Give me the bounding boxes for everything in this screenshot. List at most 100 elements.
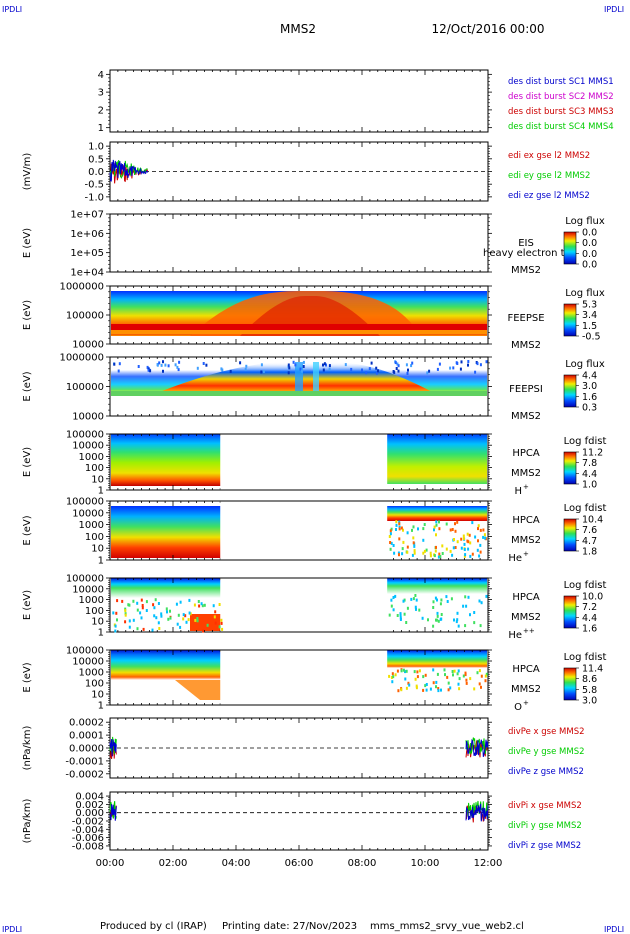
hpca-he-speckle [395,528,397,531]
hpca-he2-speckle [390,598,393,602]
feepsi-colorbar-tick-label: 3.0 [582,381,597,392]
hpca-o-speckle [416,670,419,674]
des-legend-entry: des dist burst SC1 MMS1 [508,77,614,87]
hpca-he-speckle [398,537,401,541]
hpca-he2-speckle [169,616,172,620]
hpca-he2-speckle [114,624,117,628]
hpca-o-speckle [391,672,394,676]
hpca-he2-speckle [136,627,139,631]
hpca-he2-speckle [203,603,206,607]
hpca_o-instrument-label: MMS2 [511,684,541,695]
feepsi-speckle [405,363,408,367]
hpca-he2-speckle [392,608,395,612]
hpca-he-speckle [479,543,482,547]
hpca-he-spectrogram [111,506,487,558]
edi-series-2-segment-0 [109,159,149,182]
divpi-y-axis-label: (nPa/km) [22,799,33,844]
hpca-o-speckle [436,672,439,676]
hpca-he2-speckle [187,618,190,622]
feepse-colorbar-tick-label: 3.4 [582,310,597,321]
hpca-o-speckle [415,684,418,688]
hpca-he-speckle [406,545,409,549]
feepsi-speckle [395,367,398,370]
hpca-he-speckle [449,528,452,532]
feepse-y-tick-label: 1000000 [59,282,104,293]
hpca-he2-speckle [394,594,397,598]
hpca-o-speckle [478,682,481,686]
spacecraft-title: MMS2 [280,22,316,36]
hpca-he2-speckle [155,616,158,620]
feepsi-speckle [428,369,431,373]
hpca_h-colorbar-tick-label: 1.0 [582,480,597,491]
divpi-y-tick-label: -0.004 [72,825,104,836]
hpca-o-speckle [390,676,393,679]
hpca-he-speckle [453,538,455,541]
feepse-colorbar-tick-label: 1.5 [582,321,597,332]
hpca-he2-speckle [414,605,417,609]
des-frame [109,69,489,133]
divpi-y-tick-label: 0.004 [75,792,104,803]
feepsi-y-tick-label: 10000 [72,412,104,423]
hpca_he2-y-tick-label: 1 [98,628,104,639]
feepsi-speckle [220,367,223,371]
hpca_he2-colorbar [563,595,577,629]
feepse-instrument-label: FEEPSE [507,313,544,324]
hpca-o-speckle [464,673,467,677]
hpca-o-spectrogram [111,650,487,700]
hpca_h-y-tick-label: 100 [85,463,104,474]
feepsi-speckle [377,369,379,373]
feepsi-speckle [474,370,477,374]
feepsi-speckle [397,364,400,368]
hpca-he-speckle [402,528,404,532]
hpca-he2-speckle [406,606,409,610]
des-y-tick-label: 3 [98,88,104,99]
hpca-he-speckle [435,533,437,537]
hpca_he-colorbar-tick-label: 7.6 [582,525,597,536]
hpca_h-species-charge: + [523,483,529,491]
hpca-he2-speckle [473,621,476,625]
hpca_he-species-charge: + [523,550,529,558]
hpca_o-instrument-label: HPCA [512,664,540,675]
feepsi-y-axis-label: E (eV) [22,371,33,401]
hpca-he2-speckle [169,609,171,613]
hpca-he-speckle [435,520,438,524]
feepsi-speckle [397,369,400,373]
hpca-he2-speckle [456,611,459,615]
x-tick-label: 00:00 [96,858,125,869]
hpca_h-species-label: H [514,486,522,497]
divpe-y-tick-label: 0.0002 [69,718,104,729]
feepsi-speckle [479,363,482,367]
hpca-he-speckle [422,527,425,531]
hpca-he2-speckle [132,618,135,622]
divpe-series-2-segment-0 [109,739,117,757]
hpca-he-speckle [392,544,395,547]
feepsi-y-tick-label: 1000000 [59,353,104,364]
hpca-he-speckle [413,544,416,548]
feepse-instrument-label: MMS2 [511,340,541,351]
feepsi-speckle [406,371,409,375]
eis-y-tick-label: 1e+06 [70,229,104,240]
hpca_he-instrument-label: MMS2 [511,535,541,546]
hpca-o-speckle [437,689,440,693]
hpca-he-speckle [411,553,414,557]
divpe-y-axis-label: (nPa/km) [22,726,33,771]
hpca-he2-speckle [177,613,180,617]
hpca_he2-colorbar-tick-label: 4.4 [582,613,597,624]
feepsi-speckle [350,367,353,371]
hpca-he2-speckle [128,603,131,607]
hpca-o-speckle [391,680,394,684]
feepsi-speckle [178,360,181,364]
hpca-he2-speckle [136,601,139,605]
hpca-he-speckle [463,548,466,551]
footer-produced-by: Produced by cl (IRAP) [100,921,207,932]
feepsi-speckle [162,360,164,364]
hpca-he-speckle [477,539,479,543]
hpca-o-speckle [418,669,421,673]
hpca_he-y-tick-label: 100000 [66,497,104,508]
hpca-he2-speckle [390,604,393,608]
hpca-he2-speckle [145,609,148,612]
hpca-o-speckle [449,686,452,690]
hpca-he2-speckle [450,597,453,601]
hpca-o-speckle [400,669,403,673]
hpca-o-speckle [413,670,416,674]
